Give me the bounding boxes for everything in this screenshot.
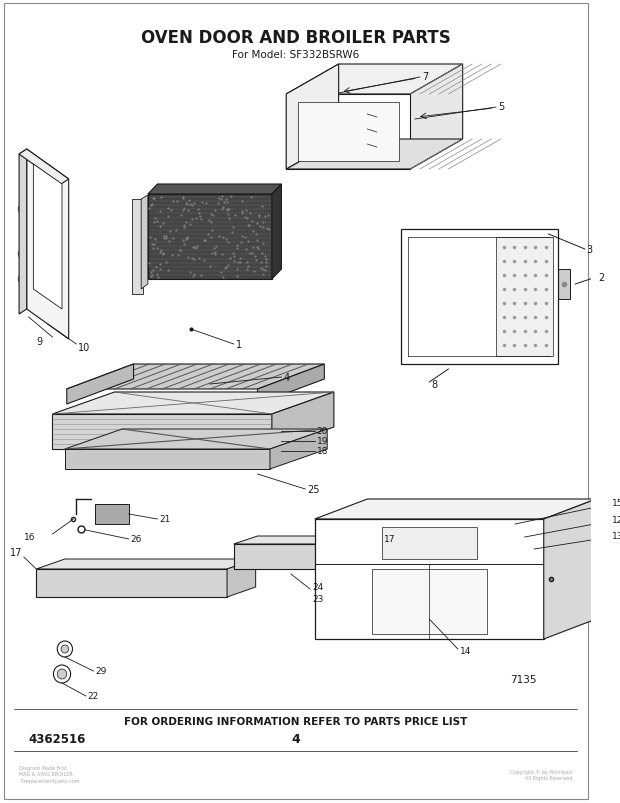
Text: 21: 21 xyxy=(159,515,170,524)
Text: 7135: 7135 xyxy=(510,675,537,684)
Text: 23: 23 xyxy=(312,595,323,604)
Polygon shape xyxy=(67,365,324,389)
Circle shape xyxy=(53,665,71,683)
Polygon shape xyxy=(339,536,363,569)
Polygon shape xyxy=(95,504,129,524)
Polygon shape xyxy=(148,185,281,195)
Polygon shape xyxy=(53,393,334,414)
Text: 29: 29 xyxy=(95,666,107,675)
Polygon shape xyxy=(372,569,487,634)
Polygon shape xyxy=(257,365,324,405)
Text: 8: 8 xyxy=(431,380,437,389)
Text: Diagram Made First
MAG & APAG BROILER
©replacementparts.com: Diagram Made First MAG & APAG BROILER ©r… xyxy=(19,765,80,783)
Polygon shape xyxy=(36,560,255,569)
Polygon shape xyxy=(298,103,399,161)
Text: 17: 17 xyxy=(384,535,395,544)
Text: OVEN DOOR AND BROILER PARTS: OVEN DOOR AND BROILER PARTS xyxy=(141,29,451,47)
Circle shape xyxy=(195,578,205,589)
Circle shape xyxy=(18,275,26,283)
Text: 1: 1 xyxy=(236,340,242,349)
Polygon shape xyxy=(36,569,227,597)
Text: 25: 25 xyxy=(307,484,320,495)
Text: 15: 15 xyxy=(613,499,620,507)
Text: 4: 4 xyxy=(291,732,300,745)
Polygon shape xyxy=(53,414,272,450)
Polygon shape xyxy=(148,195,272,279)
Polygon shape xyxy=(27,150,69,340)
Text: 4362516: 4362516 xyxy=(29,732,86,745)
Polygon shape xyxy=(496,238,553,357)
Text: 24: 24 xyxy=(312,583,323,592)
Text: FOR ORDERING INFORMATION REFER TO PARTS PRICE LIST: FOR ORDERING INFORMATION REFER TO PARTS … xyxy=(124,716,467,726)
Polygon shape xyxy=(65,430,327,450)
Text: 2: 2 xyxy=(598,273,604,283)
Polygon shape xyxy=(270,430,327,470)
Text: 16: 16 xyxy=(24,533,35,542)
Polygon shape xyxy=(401,230,558,365)
Polygon shape xyxy=(272,393,334,450)
Polygon shape xyxy=(131,200,143,295)
Text: 9: 9 xyxy=(36,336,42,347)
Text: 3: 3 xyxy=(587,245,593,255)
Circle shape xyxy=(61,645,69,653)
Text: 20: 20 xyxy=(317,427,328,436)
Polygon shape xyxy=(315,520,544,639)
Polygon shape xyxy=(286,65,463,95)
Text: For Model: SF332BSRW6: For Model: SF332BSRW6 xyxy=(232,50,360,60)
Polygon shape xyxy=(33,165,62,310)
Text: 10: 10 xyxy=(78,343,91,353)
Polygon shape xyxy=(544,499,596,639)
Polygon shape xyxy=(410,65,463,169)
Text: 19: 19 xyxy=(317,437,328,446)
Circle shape xyxy=(57,669,67,679)
Polygon shape xyxy=(234,536,363,544)
Text: 13: 13 xyxy=(613,532,620,541)
Polygon shape xyxy=(286,140,463,169)
Polygon shape xyxy=(227,560,255,597)
Polygon shape xyxy=(286,95,410,169)
Text: 17: 17 xyxy=(9,548,22,557)
Polygon shape xyxy=(141,196,148,290)
Text: Copyright © by Whirlpool
All Rights Reserved: Copyright © by Whirlpool All Rights Rese… xyxy=(510,768,572,780)
Circle shape xyxy=(277,552,286,561)
Bar xyxy=(558,270,570,300)
Circle shape xyxy=(18,206,26,214)
Circle shape xyxy=(138,578,148,589)
Polygon shape xyxy=(65,450,270,470)
Text: 12: 12 xyxy=(613,516,620,525)
Text: 26: 26 xyxy=(131,535,142,544)
Circle shape xyxy=(57,642,73,657)
Polygon shape xyxy=(67,365,133,405)
Text: 4: 4 xyxy=(283,373,290,382)
Polygon shape xyxy=(19,150,27,315)
Circle shape xyxy=(71,578,81,589)
Text: 5: 5 xyxy=(498,102,504,112)
Circle shape xyxy=(18,251,26,259)
Polygon shape xyxy=(381,528,477,560)
Text: 14: 14 xyxy=(460,646,471,656)
Polygon shape xyxy=(272,185,281,279)
Text: 22: 22 xyxy=(88,691,99,701)
Polygon shape xyxy=(19,150,69,185)
Polygon shape xyxy=(315,499,596,520)
Polygon shape xyxy=(234,544,339,569)
Text: 7: 7 xyxy=(423,72,429,82)
Text: 18: 18 xyxy=(317,447,328,456)
Polygon shape xyxy=(286,65,339,169)
